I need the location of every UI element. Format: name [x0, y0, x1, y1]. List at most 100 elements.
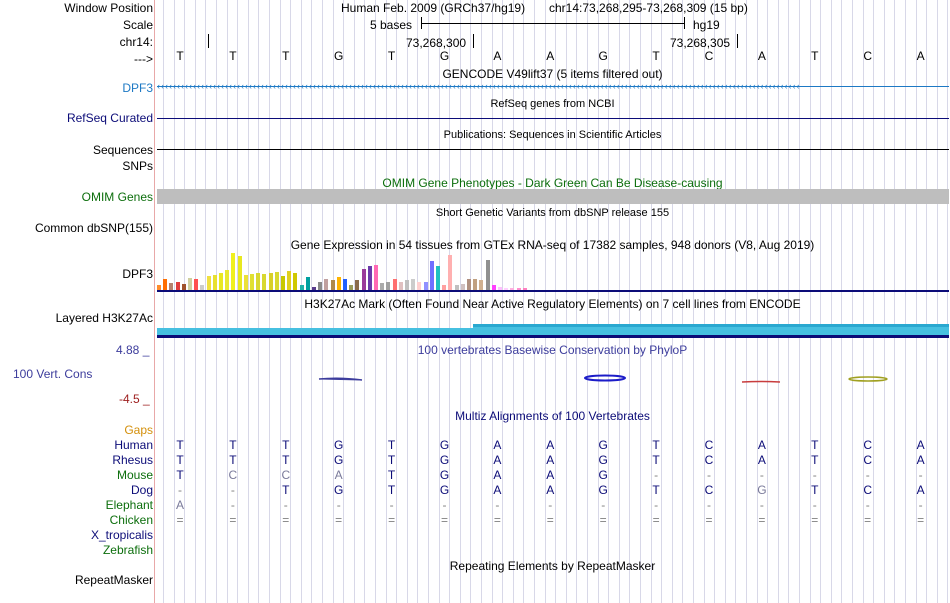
gtex-tissue-bar[interactable] — [305, 277, 310, 290]
repeatmasker-track-label[interactable]: RepeatMasker — [74, 573, 153, 587]
species-label[interactable]: Zebrafish — [102, 543, 153, 557]
gtex-tissue-bar[interactable] — [417, 282, 422, 290]
publications-feature[interactable] — [157, 149, 949, 150]
phylop-signal[interactable] — [155, 370, 950, 390]
gtex-tissue-bar[interactable] — [361, 269, 366, 290]
dbsnp-track-label[interactable]: Common dbSNP(155) — [34, 221, 153, 235]
h3k27ac-track-label[interactable]: Layered H3K27Ac — [55, 311, 153, 325]
gtex-tissue-bar[interactable] — [398, 282, 403, 290]
gtex-tissue-bar[interactable] — [243, 275, 248, 290]
grid-line — [534, 0, 535, 603]
sequences-track-label[interactable]: Sequences — [92, 143, 153, 157]
h3k27ac-signal-low[interactable] — [157, 328, 473, 335]
gtex-tissue-bar[interactable] — [343, 279, 347, 290]
gtex-tissue-bar[interactable] — [411, 279, 416, 290]
gtex-tissue-bar[interactable] — [485, 260, 490, 290]
omim-phenotype-feature[interactable] — [157, 189, 949, 204]
gtex-tissue-bar[interactable] — [467, 279, 471, 290]
gtex-tissue-bar[interactable] — [336, 277, 341, 290]
gtex-tissue-bar[interactable] — [175, 282, 180, 290]
gtex-tissue-bar[interactable] — [324, 279, 329, 290]
gtex-tissue-bar[interactable] — [274, 272, 279, 290]
gtex-tissue-bar[interactable] — [516, 288, 521, 290]
gtex-tissue-bar[interactable] — [188, 278, 192, 290]
gtex-tissue-bar[interactable] — [299, 285, 304, 290]
snps-track-label[interactable]: SNPs — [122, 159, 153, 173]
gtex-expression-bars[interactable] — [157, 252, 577, 290]
alignment-base: T — [652, 453, 660, 467]
gtex-tissue-bar[interactable] — [374, 265, 378, 290]
alignment-base: = — [388, 513, 396, 527]
gtex-tissue-bar[interactable] — [392, 279, 397, 290]
gtex-tissue-bar[interactable] — [293, 273, 298, 290]
species-label[interactable]: Mouse — [116, 468, 153, 482]
gtex-tissue-bar[interactable] — [454, 285, 459, 290]
gtex-tissue-bar[interactable] — [380, 283, 385, 290]
gtex-tissue-bar[interactable] — [318, 282, 323, 290]
sequence-base: T — [387, 49, 396, 63]
gtex-tissue-bar[interactable] — [436, 266, 440, 290]
gtex-tissue-bar[interactable] — [312, 287, 316, 290]
gtex-tissue-bar[interactable] — [169, 283, 174, 290]
omim-track-label[interactable]: OMIM Genes — [81, 190, 153, 204]
window-position-label: Window Position — [64, 1, 153, 15]
gtex-tissue-bar[interactable] — [504, 288, 509, 290]
gtex-tissue-bar[interactable] — [237, 256, 242, 290]
gtex-tissue-bar[interactable] — [206, 276, 211, 290]
gtex-tissue-bar[interactable] — [287, 271, 292, 290]
gtex-tissue-bar[interactable] — [268, 273, 273, 290]
species-label[interactable]: Chicken — [109, 513, 153, 527]
gtex-tissue-bar[interactable] — [355, 280, 360, 290]
gtex-tissue-bar[interactable] — [181, 284, 186, 290]
gtex-tissue-bar[interactable] — [281, 276, 285, 290]
gtex-tissue-bar[interactable] — [479, 280, 484, 290]
alignment-base: = — [811, 513, 819, 527]
gtex-tissue-bar[interactable] — [256, 273, 261, 290]
gtex-tissue-bar[interactable] — [442, 285, 447, 290]
gtex-tissue-bar[interactable] — [429, 261, 434, 290]
species-label[interactable]: Elephant — [105, 498, 153, 512]
gtex-tissue-bar[interactable] — [522, 288, 527, 290]
sequence-base: A — [546, 49, 555, 63]
gtex-tissue-bar[interactable] — [386, 282, 391, 290]
alignment-base: T — [229, 438, 237, 452]
sequence-base: G — [334, 49, 344, 63]
gtex-tissue-bar[interactable] — [405, 280, 409, 290]
gtex-tissue-bar[interactable] — [349, 285, 354, 290]
gtex-tissue-bar[interactable] — [231, 253, 236, 290]
gtex-tissue-bar[interactable] — [262, 274, 267, 290]
grid-line — [682, 0, 684, 603]
alignment-base: - — [336, 498, 341, 512]
gtex-tissue-bar[interactable] — [448, 255, 453, 290]
gtex-tissue-bar[interactable] — [498, 287, 502, 290]
gtex-tissue-bar[interactable] — [330, 280, 335, 290]
gtex-tissue-bar[interactable] — [212, 275, 217, 290]
gtex-tissue-bar[interactable] — [219, 273, 223, 290]
h3k27ac-signal-high[interactable] — [473, 324, 949, 335]
position-readout[interactable]: chr14:73,268,295-73,268,309 (15 bp) — [549, 1, 748, 15]
gtex-tissue-bar[interactable] — [225, 270, 230, 290]
gtex-tissue-bar[interactable] — [200, 285, 205, 290]
gencode-gene-feature[interactable]: ‹‹‹‹‹‹‹‹‹‹‹‹‹‹‹‹‹‹‹‹‹‹‹‹‹‹‹‹‹‹‹‹‹‹‹‹‹‹‹‹… — [157, 80, 949, 93]
grid-line — [205, 0, 207, 603]
gencode-track-label[interactable]: DPF3 — [122, 81, 153, 95]
gtex-tissue-bar[interactable] — [460, 284, 465, 290]
refseq-gene-feature[interactable] — [157, 118, 949, 119]
gtex-tissue-bar[interactable] — [473, 279, 478, 290]
gtex-tissue-bar[interactable] — [163, 279, 168, 290]
gtex-tissue-bar[interactable] — [194, 279, 199, 290]
gtex-tissue-bar[interactable] — [250, 274, 254, 290]
gtex-track-label[interactable]: DPF3 — [122, 267, 153, 281]
gtex-tissue-bar[interactable] — [491, 285, 496, 290]
gtex-tissue-bar[interactable] — [157, 285, 161, 290]
phylop-track-label[interactable]: 100 Vert. Cons — [13, 367, 93, 381]
gtex-tissue-bar[interactable] — [367, 266, 372, 290]
species-label[interactable]: Dog — [130, 483, 153, 497]
refseq-track-label[interactable]: RefSeq Curated — [66, 111, 153, 125]
gaps-label[interactable]: Gaps — [124, 423, 153, 437]
gtex-tissue-bar[interactable] — [423, 282, 428, 290]
species-label[interactable]: X_tropicalis — [90, 528, 153, 542]
species-label[interactable]: Human — [114, 438, 153, 452]
gtex-tissue-bar[interactable] — [510, 288, 515, 290]
species-label[interactable]: Rhesus — [112, 453, 153, 467]
